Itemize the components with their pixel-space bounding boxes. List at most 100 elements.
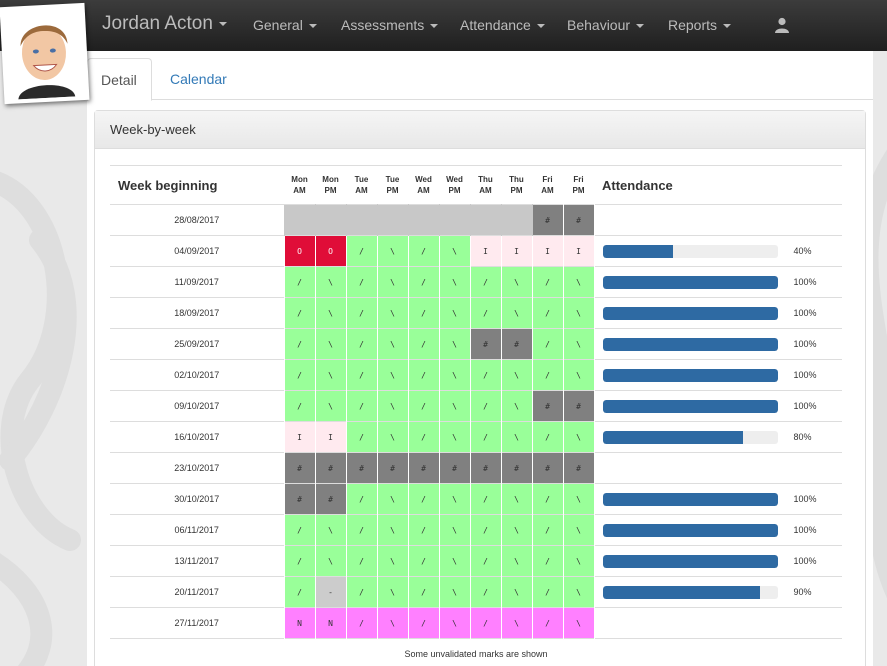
- attendance-percentage-label: 100%: [793, 401, 817, 411]
- attendance-mark: #: [376, 452, 409, 484]
- nav-behaviour[interactable]: Behaviour: [567, 17, 645, 33]
- attendance-percentage-label: 90%: [793, 587, 812, 597]
- attendance-mark: \: [500, 545, 533, 577]
- attendance-mark: I: [500, 235, 533, 267]
- nav-general[interactable]: General: [253, 17, 317, 33]
- attendance-percentage: 90%: [594, 576, 842, 608]
- header-session: Fri AM: [532, 165, 563, 205]
- unvalidated-note: Some unvalidated marks are shown: [110, 638, 842, 666]
- attendance-mark: \: [562, 266, 595, 298]
- attendance-mark: /: [407, 390, 440, 422]
- tab-calendar[interactable]: Calendar: [170, 71, 227, 87]
- header-attendance: Attendance: [594, 165, 842, 205]
- attendance-mark: \: [500, 421, 533, 453]
- attendance-mark: /: [407, 514, 440, 546]
- attendance-mark: \: [376, 359, 409, 391]
- attendance-progress-bar: [602, 275, 778, 289]
- header-session: Wed AM: [408, 165, 439, 205]
- attendance-mark: \: [438, 266, 471, 298]
- nav-attendance[interactable]: Attendance: [460, 17, 545, 33]
- attendance-mark: /: [407, 576, 440, 608]
- attendance-progress-fill: [602, 430, 743, 444]
- panel-title: Week-by-week: [95, 111, 865, 149]
- attendance-mark: \: [438, 607, 471, 639]
- attendance-mark: /: [283, 514, 316, 546]
- attendance-percentage: [594, 452, 842, 484]
- header-session: Mon AM: [284, 165, 315, 205]
- week-date: 02/10/2017: [110, 359, 284, 391]
- nav-assessments[interactable]: Assessments: [341, 17, 439, 33]
- attendance-mark: \: [562, 576, 595, 608]
- attendance-mark: /: [345, 576, 378, 608]
- attendance-progress-fill: [602, 306, 778, 320]
- attendance-mark: I: [562, 235, 595, 267]
- attendance-progress-bar: [602, 244, 778, 258]
- attendance-mark: \: [500, 359, 533, 391]
- attendance-mark: /: [469, 359, 502, 391]
- week-date: 09/10/2017: [110, 390, 284, 422]
- attendance-mark: #: [283, 483, 316, 515]
- attendance-mark: /: [531, 266, 564, 298]
- attendance-mark: \: [314, 545, 347, 577]
- attendance-mark: /: [283, 359, 316, 391]
- nav-general-label: General: [253, 17, 303, 33]
- attendance-mark: \: [376, 545, 409, 577]
- attendance-progress-bar: [602, 585, 778, 599]
- attendance-percentage: 100%: [594, 266, 842, 298]
- attendance-mark: I: [283, 421, 316, 453]
- attendance-mark: /: [345, 266, 378, 298]
- tab-detail[interactable]: Detail: [87, 58, 152, 101]
- attendance-mark: /: [531, 297, 564, 329]
- attendance-mark: /: [531, 607, 564, 639]
- attendance-mark: /: [407, 545, 440, 577]
- attendance-percentage: 100%: [594, 483, 842, 515]
- attendance-mark: \: [314, 359, 347, 391]
- tab-bar: Detail Calendar: [87, 51, 873, 101]
- header-week-beginning: Week beginning: [110, 165, 284, 205]
- attendance-mark: \: [500, 390, 533, 422]
- table-row: 13/11/2017/\ / \ / \ / \ / \ 100%: [110, 545, 842, 577]
- week-date: 25/09/2017: [110, 328, 284, 360]
- attendance-percentage-label: 100%: [793, 308, 817, 318]
- attendance-mark: /: [531, 483, 564, 515]
- attendance-mark: \: [376, 235, 409, 267]
- attendance-mark: \: [376, 607, 409, 639]
- attendance-body: 28/08/2017 # #04/09/2017 O O / \ / \ I I I I 40% 11/09…: [110, 204, 842, 666]
- attendance-mark: #: [469, 328, 502, 360]
- attendance-percentage-label: 100%: [793, 370, 817, 380]
- attendance-mark: \: [562, 545, 595, 577]
- student-name-dropdown[interactable]: Jordan Acton: [102, 13, 227, 35]
- attendance-progress-fill: [602, 275, 778, 289]
- attendance-mark: /: [407, 421, 440, 453]
- attendance-mark: /: [469, 266, 502, 298]
- attendance-mark: \: [438, 390, 471, 422]
- table-row: 20/11/2017/- / \ / \ / \ / \ 90%: [110, 576, 842, 608]
- week-date: 27/11/2017: [110, 607, 284, 639]
- attendance-mark: #: [531, 452, 564, 484]
- attendance-mark: \: [562, 328, 595, 360]
- attendance-mark: \: [376, 328, 409, 360]
- student-name: Jordan Acton: [102, 13, 213, 34]
- user-icon[interactable]: [774, 17, 790, 33]
- header-session: Fri PM: [563, 165, 594, 205]
- attendance-percentage-label: 100%: [793, 556, 817, 566]
- header-session: Tue AM: [346, 165, 377, 205]
- attendance-progress-fill: [602, 523, 778, 537]
- week-date: 28/08/2017: [110, 204, 284, 236]
- attendance-mark: \: [500, 266, 533, 298]
- attendance-mark: \: [314, 297, 347, 329]
- attendance-mark: [500, 204, 533, 236]
- attendance-mark: I: [469, 235, 502, 267]
- attendance-mark: [345, 204, 378, 236]
- attendance-mark: \: [562, 359, 595, 391]
- attendance-mark: /: [345, 390, 378, 422]
- table-row: 25/09/2017/\ / \ / \ # # / \ 100%: [110, 328, 842, 360]
- attendance-mark: \: [562, 607, 595, 639]
- attendance-percentage: 40%: [594, 235, 842, 267]
- attendance-mark: #: [314, 483, 347, 515]
- table-row: 28/08/2017 # #: [110, 204, 842, 236]
- chevron-down-icon: [218, 21, 227, 26]
- nav-reports[interactable]: Reports: [668, 17, 732, 33]
- attendance-progress-bar: [602, 523, 778, 537]
- attendance-mark: [469, 204, 502, 236]
